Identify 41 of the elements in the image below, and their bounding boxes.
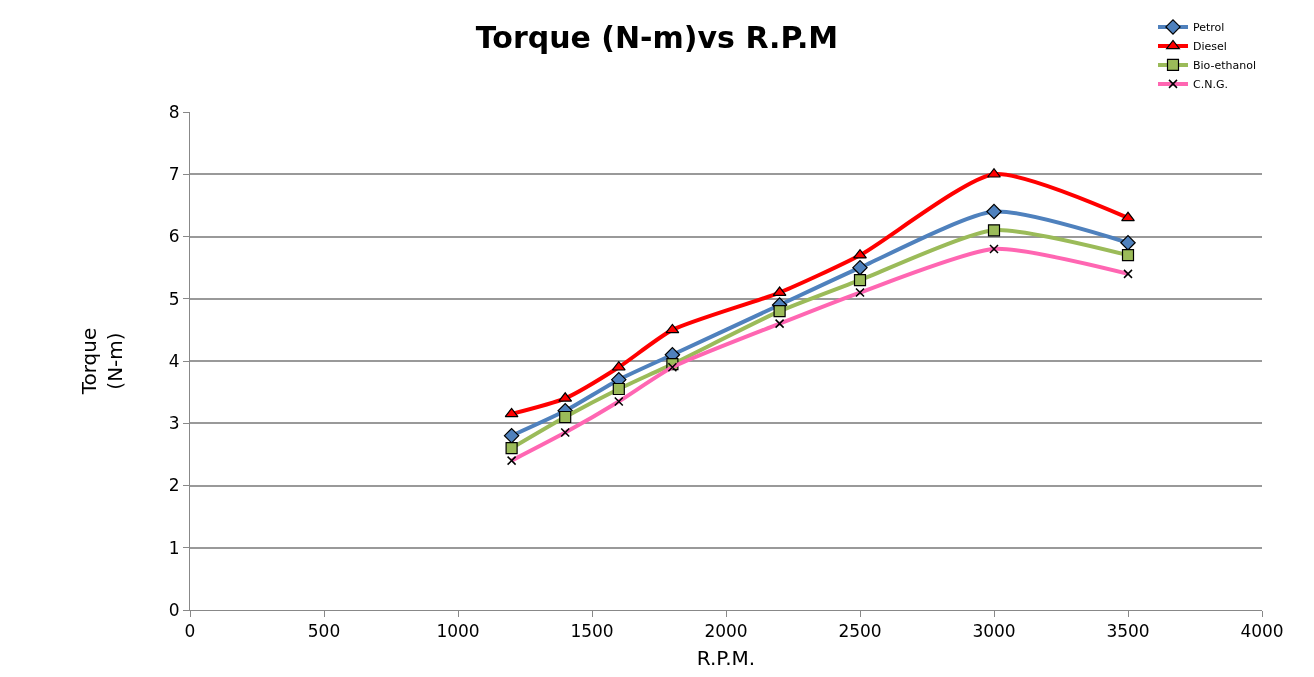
- x-tick-label: 1500: [570, 621, 614, 642]
- legend-label: Bio-ethanol: [1193, 59, 1257, 73]
- point: [1121, 211, 1135, 222]
- x-tick-label: 2500: [838, 621, 882, 642]
- x-axis-title: R.P.M.: [696, 645, 756, 670]
- point: [559, 410, 572, 424]
- point: [1120, 234, 1136, 251]
- x-tick-label: 1000: [436, 621, 480, 642]
- point: [853, 273, 867, 287]
- point: [853, 249, 867, 259]
- y-tick-label: 4: [168, 350, 180, 371]
- point: [987, 224, 1001, 237]
- x-tick-label: 3500: [1106, 621, 1150, 642]
- legend-label: Diesel: [1193, 40, 1227, 54]
- point: [986, 203, 1002, 220]
- point: [503, 427, 520, 444]
- y-tick-label: 5: [168, 288, 180, 309]
- chart-title: Torque (N-m)vs R.P.M: [475, 20, 839, 56]
- y-tick-label: 8: [168, 101, 180, 122]
- point: [665, 323, 680, 334]
- x-tick-label: 500: [307, 621, 341, 642]
- point: [1121, 249, 1135, 262]
- y-tick-label: 0: [168, 599, 180, 620]
- y-tick-label: 7: [168, 164, 180, 185]
- y-axis-title: Torque (N-m): [77, 327, 128, 396]
- y-tick-label: 1: [168, 537, 180, 558]
- y-tick-label: 3: [168, 413, 180, 434]
- x-tick-label: 2000: [704, 621, 748, 642]
- point: [987, 168, 1001, 178]
- y-tick-label: 6: [168, 226, 180, 247]
- point: [852, 259, 868, 276]
- x-tick-label: 0: [184, 621, 196, 642]
- point: [505, 442, 518, 455]
- point: [504, 407, 519, 418]
- x-tick-label: 3000: [972, 621, 1016, 642]
- legend-label: C.N.G.: [1193, 78, 1228, 92]
- point: [612, 382, 625, 396]
- y-tick-label: 2: [168, 475, 180, 496]
- x-tick-label: 4000: [1240, 621, 1284, 642]
- legend-label: Petrol: [1193, 21, 1225, 35]
- point: [773, 305, 786, 318]
